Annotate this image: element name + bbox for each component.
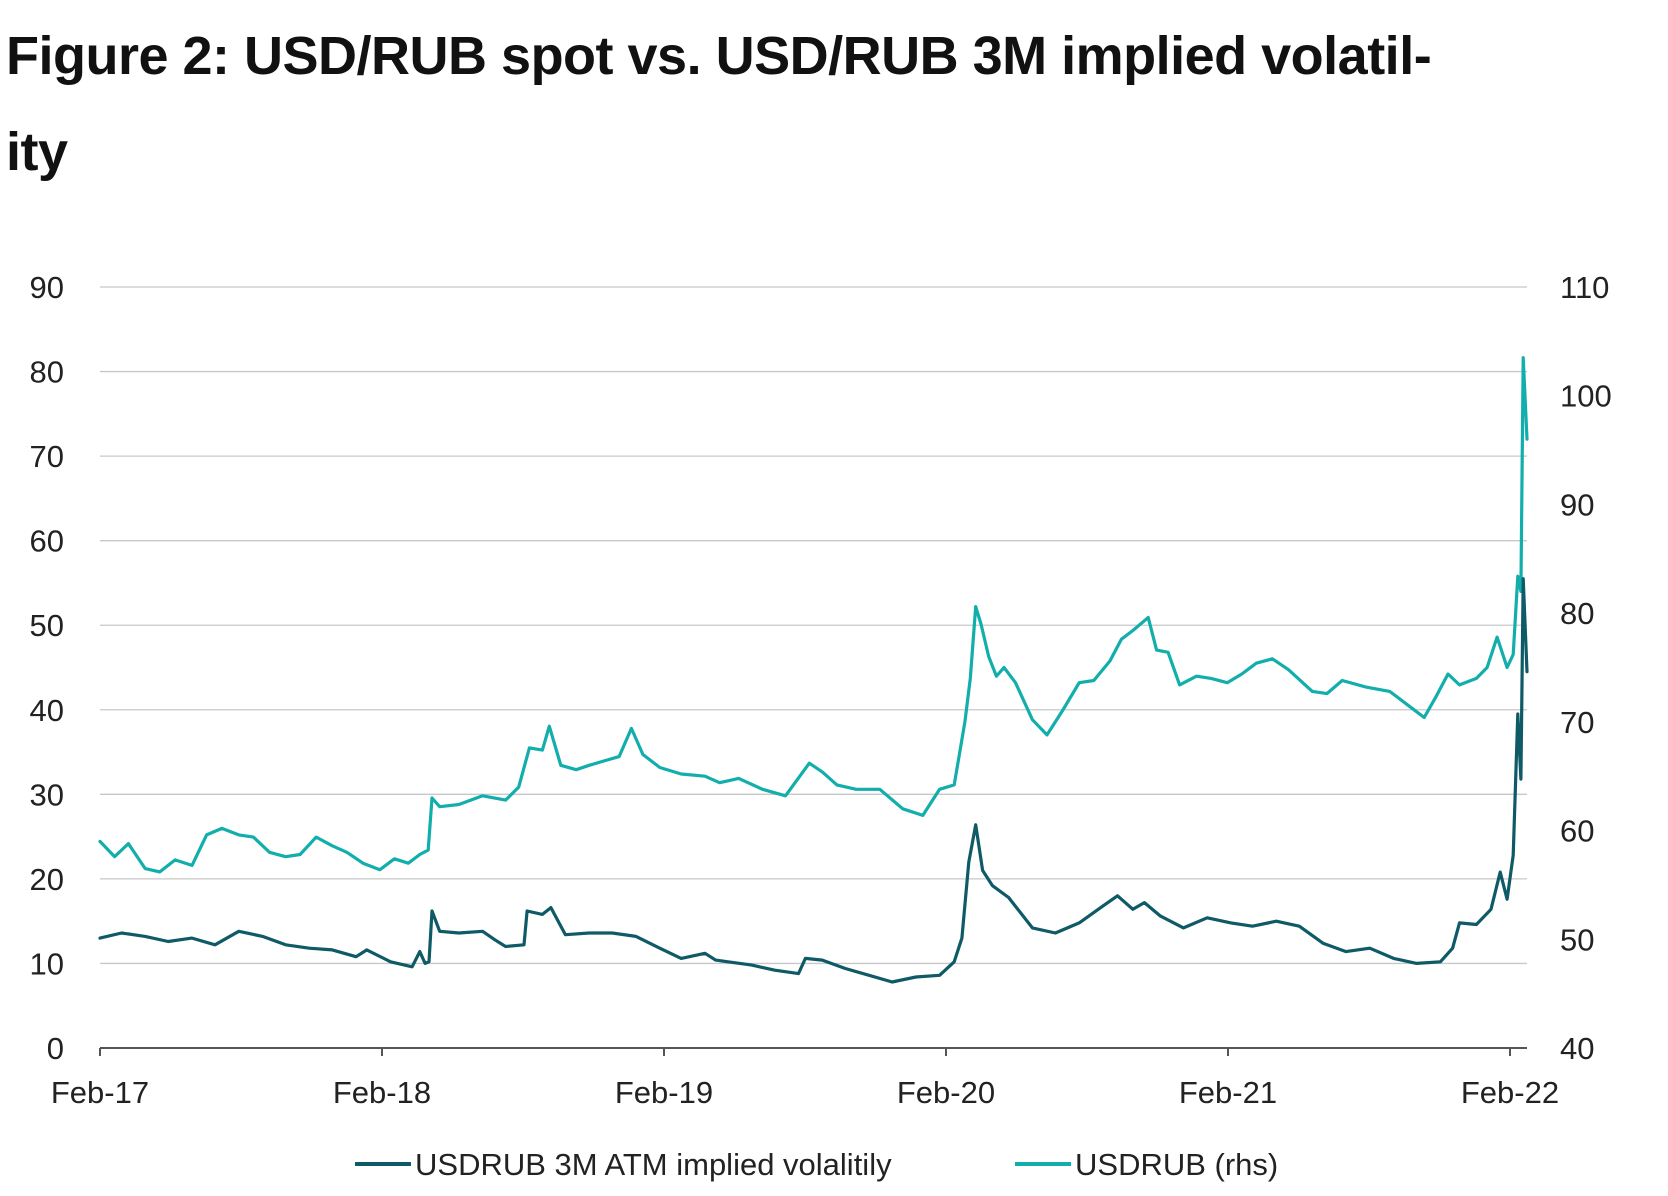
right-tick-label: 90 <box>1560 487 1594 522</box>
axes <box>99 1047 1527 1056</box>
right-axis-tick-labels: 40 50 60 70 80 90 100 110 <box>1560 270 1612 1066</box>
left-tick-label: 80 <box>30 355 64 390</box>
right-tick-label: 40 <box>1560 1031 1594 1066</box>
left-tick-label: 10 <box>30 946 64 981</box>
right-tick-label: 60 <box>1560 814 1594 849</box>
left-tick-label: 60 <box>30 524 64 559</box>
left-tick-label: 50 <box>30 608 64 643</box>
right-tick-label: 70 <box>1560 705 1594 740</box>
left-tick-label: 40 <box>30 693 64 728</box>
x-tick-label: Feb-21 <box>1179 1075 1277 1110</box>
x-tick-label: Feb-18 <box>333 1075 431 1110</box>
x-tick-label: Feb-20 <box>897 1075 995 1110</box>
left-tick-label: 0 <box>47 1031 64 1066</box>
page-title: Figure 2: USD/RUB spot vs. USD/RUB 3M im… <box>6 8 1646 200</box>
title-line-2: ity <box>6 122 68 182</box>
x-axis-tick-labels: Feb-17 Feb-18 Feb-19 Feb-20 Feb-21 Feb-22 <box>51 1075 1559 1110</box>
series-lines <box>98 356 1529 984</box>
left-tick-label: 20 <box>30 862 64 897</box>
x-tick-label: Feb-17 <box>51 1075 149 1110</box>
x-tick-label: Feb-22 <box>1461 1075 1559 1110</box>
x-tick-label: Feb-19 <box>615 1075 713 1110</box>
title-line-1: Figure 2: USD/RUB spot vs. USD/RUB 3M im… <box>6 26 1432 86</box>
right-tick-label: 80 <box>1560 596 1594 631</box>
right-tick-label: 100 <box>1560 379 1612 414</box>
gridlines <box>100 286 1527 965</box>
series-line-implied-vol <box>98 577 1529 984</box>
legend: USDRUB 3M ATM implied volalitily USDRUB (… <box>355 1147 1278 1182</box>
left-axis-tick-labels: 0 10 20 30 40 50 60 70 80 90 <box>30 270 64 1066</box>
legend-item-implied-vol-label: USDRUB 3M ATM implied volalitily <box>415 1147 892 1182</box>
right-tick-label: 110 <box>1560 270 1609 305</box>
right-tick-label: 50 <box>1560 922 1594 957</box>
left-tick-label: 90 <box>30 270 64 305</box>
left-tick-label: 30 <box>30 777 64 812</box>
series-line-usdrub-spot <box>98 356 1529 874</box>
left-tick-label: 70 <box>30 439 64 474</box>
legend-item-usdrub-spot-label: USDRUB (rhs) <box>1075 1147 1278 1182</box>
